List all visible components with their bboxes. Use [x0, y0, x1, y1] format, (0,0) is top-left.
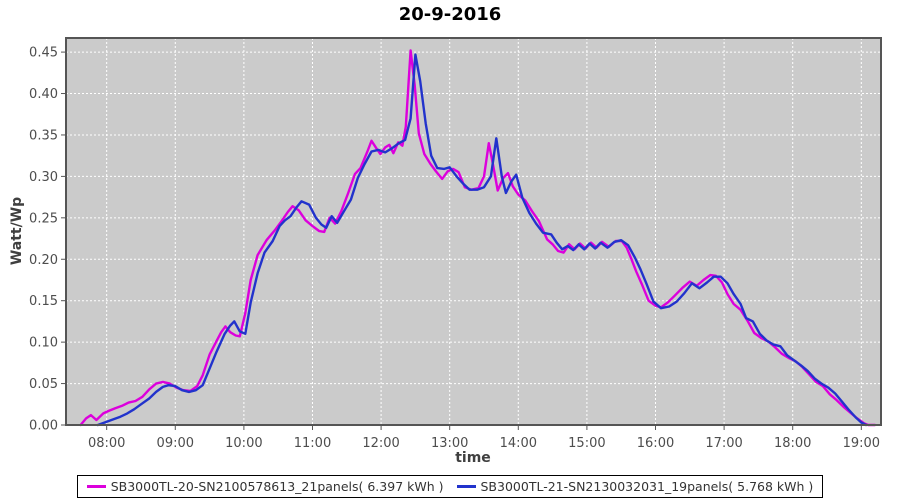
svg-text:12:00: 12:00: [362, 436, 399, 451]
svg-text:08:00: 08:00: [88, 436, 125, 451]
svg-text:09:00: 09:00: [157, 436, 194, 451]
svg-text:0.45: 0.45: [29, 46, 58, 61]
svg-text:14:00: 14:00: [500, 436, 537, 451]
svg-text:17:00: 17:00: [705, 436, 742, 451]
svg-text:0.15: 0.15: [29, 294, 58, 309]
svg-text:0.00: 0.00: [29, 419, 58, 434]
svg-text:0.35: 0.35: [29, 128, 58, 143]
series1-line-swatch-icon: [86, 485, 106, 488]
svg-text:0.20: 0.20: [29, 253, 58, 268]
legend: SB3000TL-20-SN2100578613_21panels( 6.397…: [0, 475, 900, 498]
svg-text:15:00: 15:00: [568, 436, 605, 451]
x-axis-label: time: [455, 450, 491, 466]
legend-item-series1: SB3000TL-20-SN2100578613_21panels( 6.397…: [86, 479, 444, 494]
svg-text:18:00: 18:00: [774, 436, 811, 451]
svg-text:19:00: 19:00: [843, 436, 880, 451]
svg-text:0.40: 0.40: [29, 87, 58, 102]
svg-text:0.10: 0.10: [29, 336, 58, 351]
svg-text:16:00: 16:00: [637, 436, 674, 451]
svg-text:0.25: 0.25: [29, 211, 58, 226]
legend-label-series2: SB3000TL-21-SN2130032031_19panels( 5.768…: [480, 479, 814, 494]
legend-label-series1: SB3000TL-20-SN2100578613_21panels( 6.397…: [110, 479, 444, 494]
series2-line-swatch-icon: [456, 485, 476, 488]
y-axis-label: Watt/Wp: [9, 196, 25, 266]
svg-text:0.05: 0.05: [29, 377, 58, 392]
legend-box: SB3000TL-20-SN2100578613_21panels( 6.397…: [76, 475, 824, 498]
svg-text:10:00: 10:00: [225, 436, 262, 451]
svg-text:11:00: 11:00: [294, 436, 331, 451]
svg-text:0.30: 0.30: [29, 170, 58, 185]
legend-item-series2: SB3000TL-21-SN2130032031_19panels( 5.768…: [456, 479, 814, 494]
chart-title: 20-9-2016: [398, 4, 502, 25]
svg-text:13:00: 13:00: [431, 436, 468, 451]
